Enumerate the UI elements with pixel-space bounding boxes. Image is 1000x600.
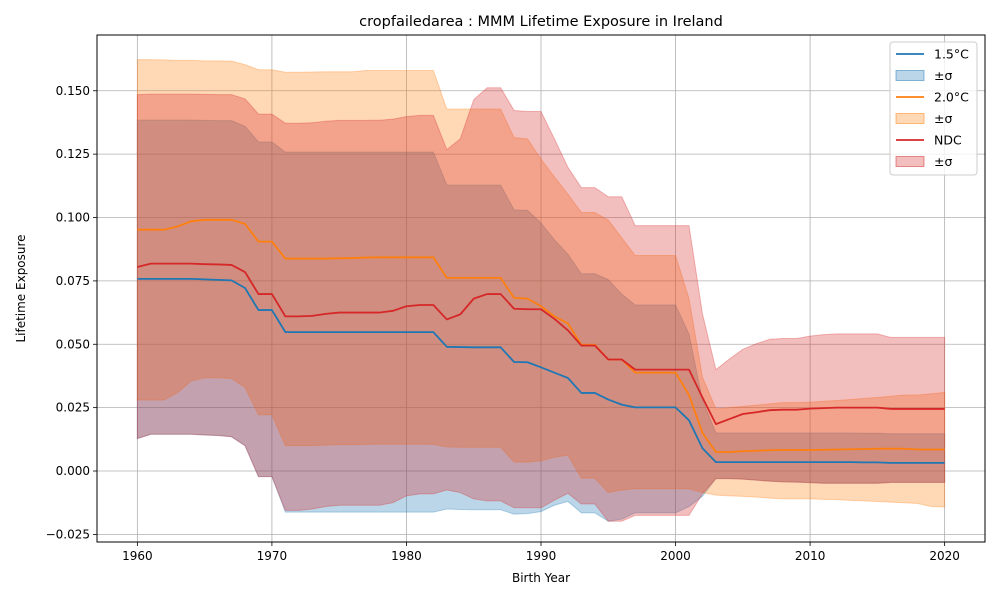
x-tick-label: 1960 — [122, 549, 153, 563]
y-tick-label: 0.050 — [56, 337, 90, 351]
x-axis-title: Birth Year — [512, 571, 570, 585]
legend-label: NDC — [934, 133, 962, 148]
legend-swatch-band — [895, 113, 925, 124]
band-layer — [136, 59, 946, 522]
y-tick-label: 0.125 — [56, 147, 90, 161]
legend-label: ±σ — [934, 111, 952, 126]
chart-title: cropfailedarea : MMM Lifetime Exposure i… — [359, 14, 723, 30]
band-2p0c — [136, 59, 946, 508]
legend-swatch-band — [895, 70, 925, 81]
x-tick-label: 1980 — [391, 549, 422, 563]
y-axis-title: Lifetime Exposure — [14, 234, 28, 342]
series-line-1p5c — [137, 277, 945, 464]
line-layer — [137, 218, 945, 464]
y-tick-label: 0.150 — [56, 84, 90, 98]
legend-label: 2.0°C — [934, 90, 969, 105]
x-tick-label: 2020 — [929, 549, 960, 563]
series-line-2p0c — [137, 218, 945, 453]
y-tick-label: 0.100 — [56, 211, 90, 225]
y-tick-label: 0.075 — [56, 274, 90, 288]
legend-box — [889, 41, 978, 176]
x-tick-label: 1990 — [526, 549, 557, 563]
x-tick-label: 2000 — [660, 549, 691, 563]
y-tick-label: 0.025 — [56, 401, 90, 415]
y-tick-label: −0.025 — [46, 527, 90, 541]
x-tick-label: 1970 — [257, 549, 288, 563]
band-1p5c — [136, 119, 946, 522]
legend-label: ±σ — [934, 154, 952, 169]
y-tick-label: 0.000 — [56, 464, 90, 478]
legend-label: 1.5°C — [934, 47, 969, 62]
x-tick-label: 2010 — [795, 549, 826, 563]
legend-label: ±σ — [934, 68, 952, 83]
legend: 1.5°C ±σ 2.0°C ±σ NDC ±σ — [889, 41, 978, 176]
band-ndc — [136, 87, 946, 522]
legend-swatch-band — [895, 156, 925, 167]
tick-layer: 1960 1970 1980 1990 2000 2010 2020 −0.025 0.000 0… — [46, 84, 960, 563]
series-line-ndc — [137, 262, 945, 426]
